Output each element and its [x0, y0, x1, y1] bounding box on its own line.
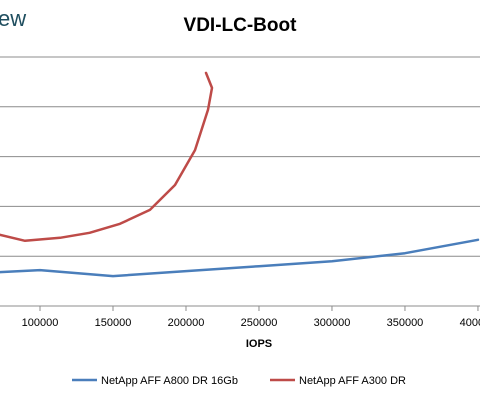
series-line	[0, 238, 480, 278]
x-tick-label: 250000	[241, 317, 278, 329]
x-tick-label: 100000	[22, 317, 59, 329]
x-tick-label: 200000	[168, 317, 205, 329]
x-tick-label: 150000	[95, 317, 132, 329]
chart-title: VDI-LC-Boot	[184, 15, 298, 36]
x-tick-label: 300000	[314, 317, 351, 329]
legend-label: NetApp AFF A300 DR	[299, 375, 406, 387]
x-tick-label: 350000	[387, 317, 424, 329]
x-axis-label: IOPS	[246, 338, 272, 350]
legend-label: NetApp AFF A800 DR 16Gb	[101, 375, 238, 387]
series-line	[0, 71, 214, 243]
x-tick-label: 400000	[460, 317, 480, 329]
logo-text: ew	[0, 6, 26, 31]
